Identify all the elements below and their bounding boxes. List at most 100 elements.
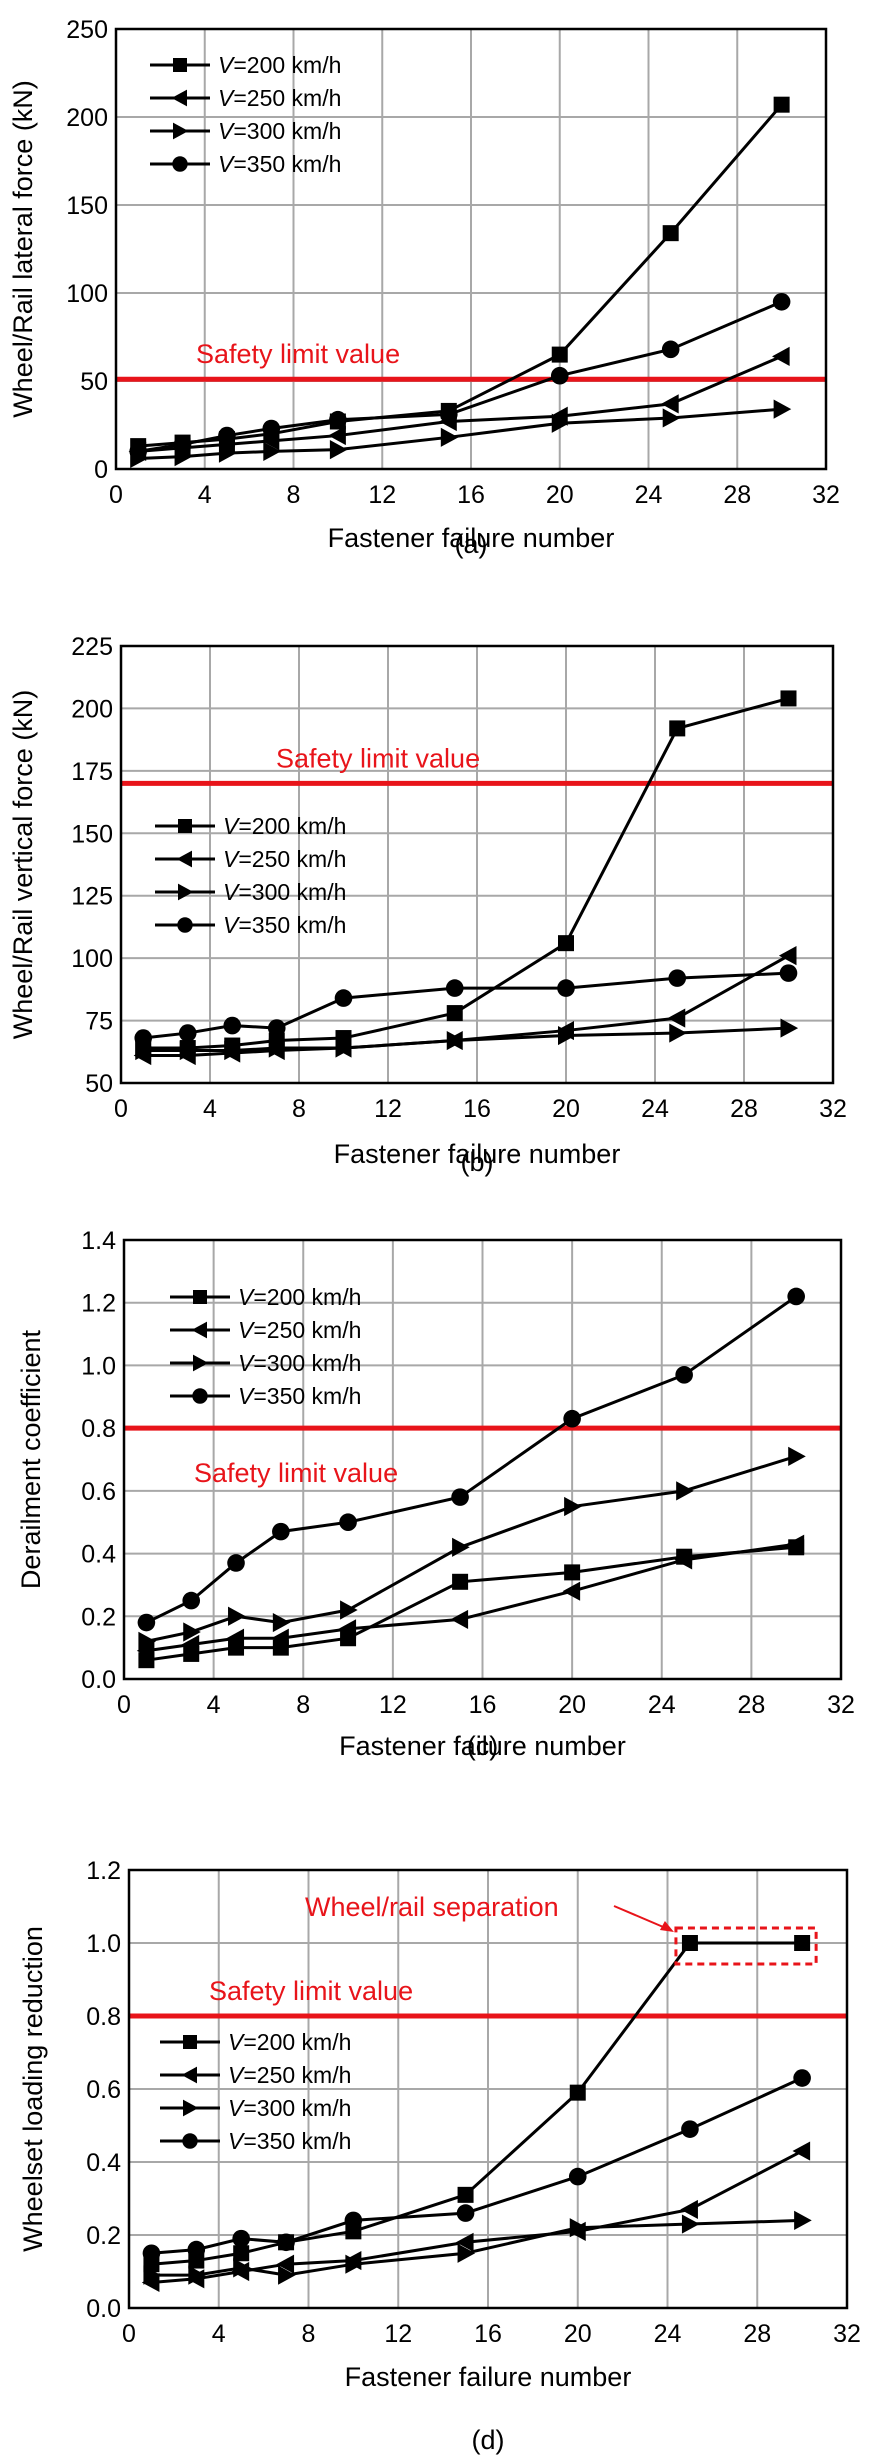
y-tick-label: 0.4 xyxy=(86,2149,121,2177)
legend-label: V=250 km/h xyxy=(223,846,346,872)
y-axis-label: Wheel/Rail vertical force (kN) xyxy=(8,690,38,1040)
data-point-circle xyxy=(134,1029,153,1047)
x-tick-label: 8 xyxy=(302,2320,316,2348)
y-tick-label: 0.8 xyxy=(86,2003,121,2031)
legend-v-symbol: V xyxy=(238,1284,256,1310)
data-point-triangle-left xyxy=(792,2141,811,2161)
legend-v-symbol: V xyxy=(218,151,236,177)
data-point-square xyxy=(452,1573,469,1590)
legend-item: V=350 km/h xyxy=(155,912,346,938)
plot-frame xyxy=(122,1238,843,1681)
y-tick-label: 50 xyxy=(85,1070,113,1098)
data-point-circle xyxy=(142,2244,161,2263)
legend-speed: =350 km/h xyxy=(238,912,346,938)
legend-label: V=200 km/h xyxy=(218,52,341,78)
y-tick-label: 150 xyxy=(66,192,108,220)
x-tick-label: 28 xyxy=(737,1691,765,1719)
x-tick-label: 0 xyxy=(109,481,123,509)
y-tick-label: 1.4 xyxy=(81,1227,116,1255)
data-point-triangle-left xyxy=(661,394,679,414)
data-point-circle xyxy=(451,1488,469,1506)
data-point-triangle-left xyxy=(338,1619,357,1639)
data-point-square xyxy=(564,1564,581,1581)
legend-marker-circle xyxy=(177,917,193,933)
safety-limit-label: Safety limit value xyxy=(276,743,480,773)
series-300-km-h xyxy=(138,1446,806,1651)
annotation-label: Wheel/rail separation xyxy=(305,1892,559,1922)
legend-speed: =250 km/h xyxy=(253,1317,361,1343)
legend-marker-triangle-left xyxy=(171,89,187,107)
data-point-triangle-right xyxy=(228,1606,246,1626)
legend-speed: =200 km/h xyxy=(243,2029,351,2055)
x-tick-label: 24 xyxy=(654,2320,682,2348)
x-axis: 0 4 8 12 16 20 24 28 32 xyxy=(114,646,847,1123)
data-point-circle xyxy=(223,1016,242,1035)
x-tick-label: 0 xyxy=(114,1095,128,1123)
data-point-triangle-right xyxy=(188,2265,206,2285)
data-point-square xyxy=(446,1005,463,1022)
data-point-triangle-right xyxy=(272,1612,291,1633)
x-tick-label: 16 xyxy=(469,1691,497,1719)
data-point-circle xyxy=(334,989,353,1007)
data-point-triangle-right xyxy=(452,1537,470,1557)
data-point-triangle-right xyxy=(183,1622,201,1642)
annotation-arrow-head xyxy=(659,1921,674,1932)
x-tick-label: 0 xyxy=(117,1691,131,1719)
data-point-triangle-right xyxy=(233,2258,251,2278)
data-point-triangle-right xyxy=(268,1038,287,1058)
data-point-circle xyxy=(267,1019,286,1037)
data-point-square xyxy=(551,346,568,363)
annotation-wheel-rail-separation: Wheel/rail separation xyxy=(305,1892,818,1966)
legend-speed: =200 km/h xyxy=(253,1284,361,1310)
data-point-square xyxy=(681,1935,698,1951)
data-point-circle xyxy=(440,405,458,424)
legend-marker-triangle-left xyxy=(191,1321,207,1339)
data-point-triangle-right xyxy=(329,440,348,460)
legend-v-symbol: V xyxy=(223,813,241,839)
data-point-circle xyxy=(262,419,281,438)
data-point-circle xyxy=(456,2204,475,2222)
data-point-triangle-right xyxy=(558,1025,576,1046)
data-point-triangle-right xyxy=(780,1018,799,1038)
legend-item: V=250 km/h xyxy=(150,85,341,111)
legend-v-symbol: V xyxy=(238,1383,256,1409)
data-point-triangle-right xyxy=(335,1038,354,1058)
x-tick-label: 20 xyxy=(564,2320,592,2348)
legend-v-symbol: V xyxy=(228,2062,246,2088)
data-point-triangle-left xyxy=(455,2232,474,2252)
legend-v-symbol: V xyxy=(218,85,236,111)
data-point-circle xyxy=(568,2167,587,2186)
legend-label: V=250 km/h xyxy=(218,85,341,111)
legend-label: V=300 km/h xyxy=(238,1350,361,1376)
data-point-square xyxy=(669,720,686,737)
y-tick-label: 200 xyxy=(66,104,108,132)
x-tick-label: 28 xyxy=(723,481,751,509)
data-point-triangle-left xyxy=(562,1581,581,1601)
series-350-km-h xyxy=(137,1287,805,1632)
legend: V=200 km/hV=250 km/hV=300 km/hV=350 km/h xyxy=(150,52,341,177)
data-point-circle xyxy=(563,1409,581,1428)
y-tick-label: 1.2 xyxy=(81,1290,116,1318)
data-point-triangle-right xyxy=(662,408,681,428)
legend-marker-square xyxy=(173,58,187,72)
safety-limit-label: Safety limit value xyxy=(196,339,400,369)
data-point-triangle-left xyxy=(772,346,790,366)
data-point-square xyxy=(233,2245,250,2262)
x-tick-label: 8 xyxy=(296,1691,310,1719)
data-point-triangle-right xyxy=(138,1631,157,1651)
data-point-square xyxy=(558,935,574,952)
x-tick-label: 16 xyxy=(463,1095,491,1123)
legend-marker-square xyxy=(183,2035,197,2049)
legend-speed: =200 km/h xyxy=(233,52,341,78)
x-tick-label: 4 xyxy=(207,1691,221,1719)
data-point-square xyxy=(780,690,797,707)
data-point-circle xyxy=(137,1613,156,1632)
data-point-circle xyxy=(218,426,236,445)
x-tick-label: 8 xyxy=(292,1095,306,1123)
legend-item: V=250 km/h xyxy=(160,2062,351,2088)
data-point-triangle-right xyxy=(788,1446,806,1466)
legend-marker-square xyxy=(193,1290,207,1304)
data-point-triangle-right xyxy=(773,399,792,419)
chart-b: 0 4 8 12 16 20 24 28 32 50 75 100 125 150 175 200 225 Saf… xyxy=(8,633,847,1177)
legend-v-symbol: V xyxy=(238,1317,256,1343)
